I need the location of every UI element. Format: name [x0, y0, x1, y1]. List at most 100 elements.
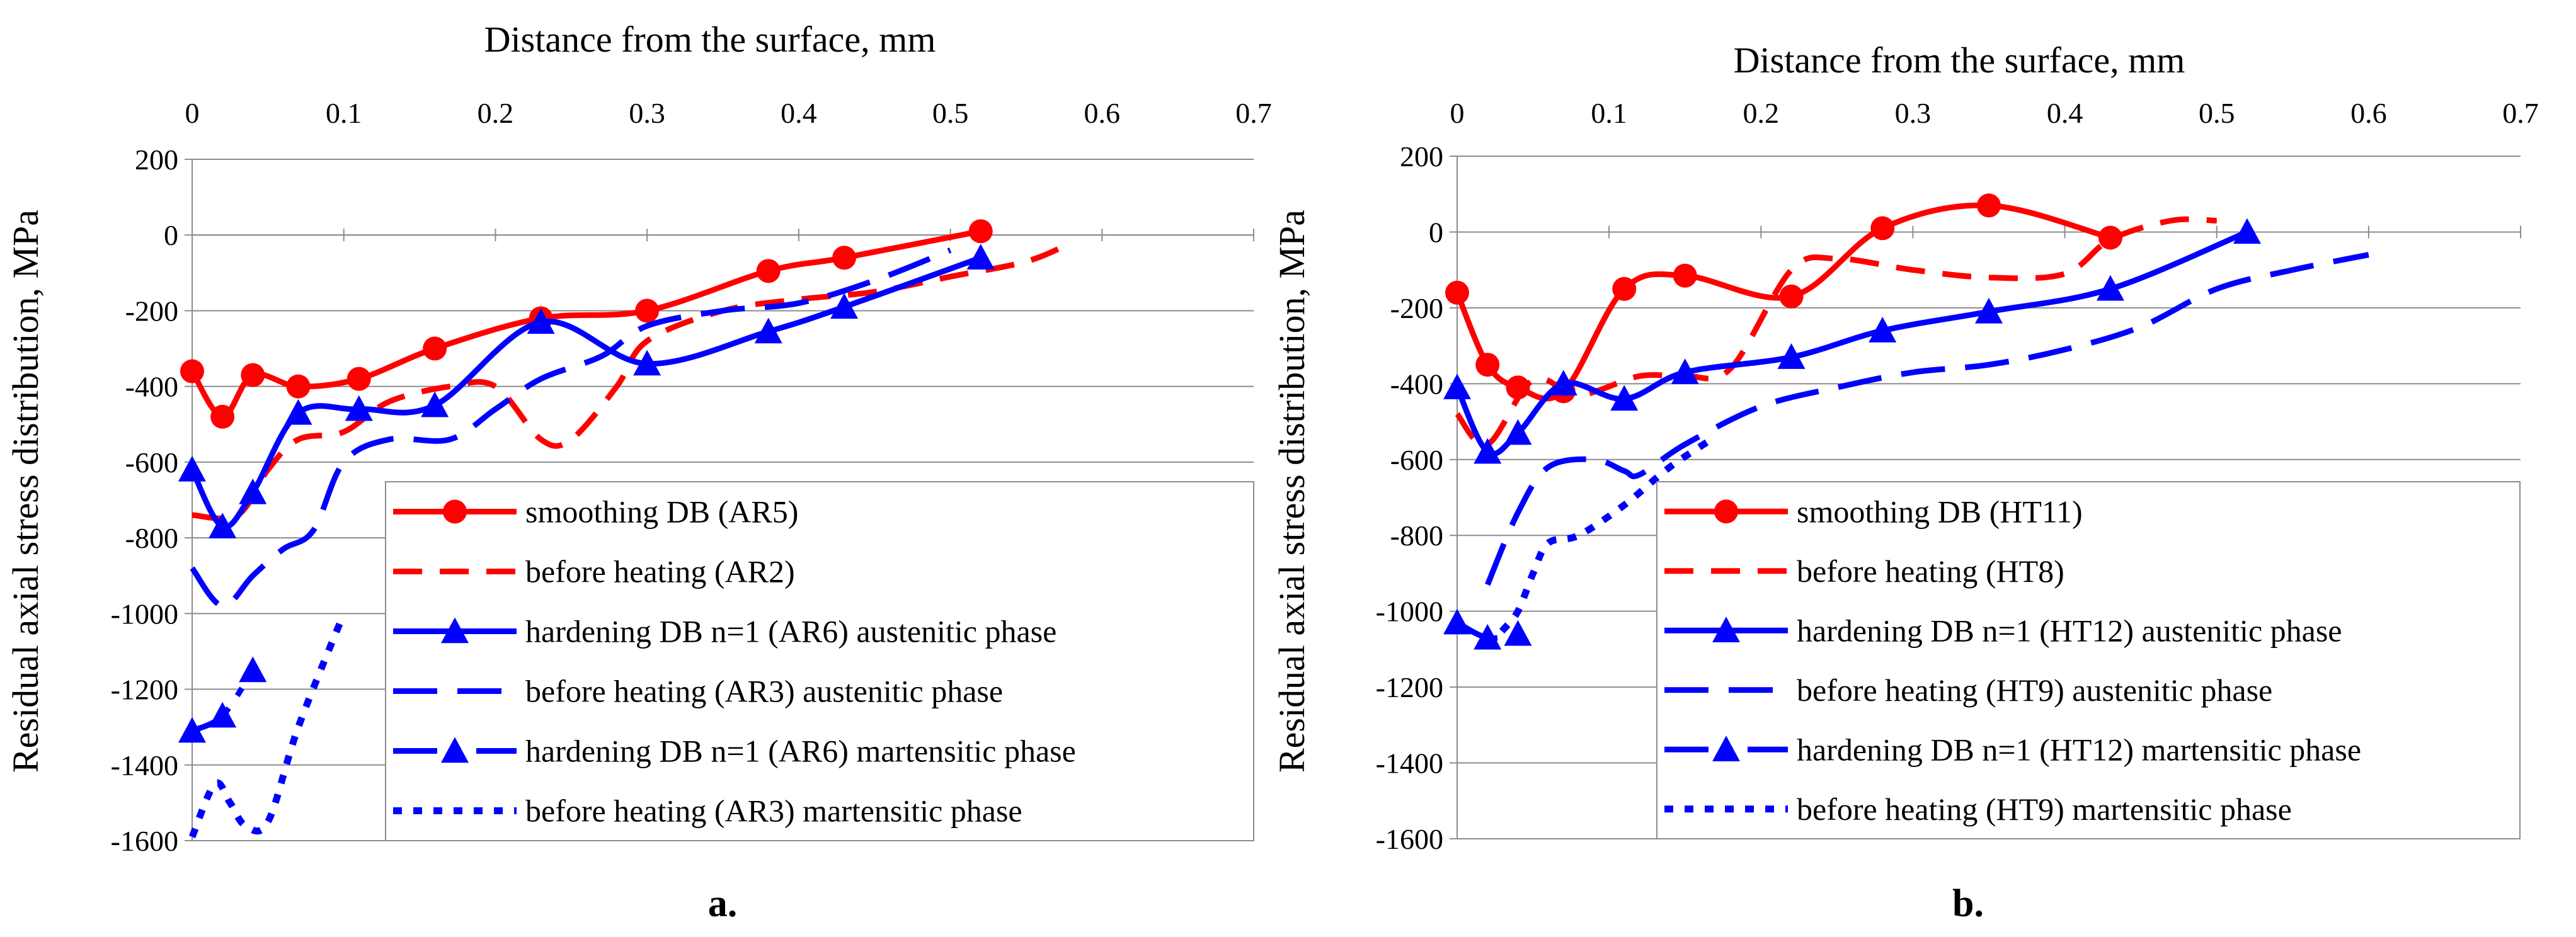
legend-a: smoothing DB (AR5) before heating (AR2) ha…	[385, 481, 1254, 841]
x-tick-label: 0.4	[2047, 97, 2083, 129]
data-point	[346, 366, 371, 391]
legend-label: hardening DB n=1 (HT12) austenitic phase	[1797, 613, 2342, 648]
series-2	[192, 240, 1073, 521]
legend-label: before heating (HT8)	[1797, 554, 2064, 589]
legend-b: smoothing DB (HT11) before heating (HT8) h…	[1656, 481, 2521, 839]
y-tick-label: -1400	[1376, 747, 1443, 780]
x-tick-label: 0.5	[2199, 97, 2235, 129]
x-tick-label: 0.3	[629, 97, 665, 129]
chart-panel-a: Distance from the surface, mm Residual a…	[5, 19, 1272, 925]
axes-b	[1450, 156, 2521, 839]
x-axis-title-a: Distance from the surface, mm	[484, 19, 936, 60]
y-tick-label: 0	[164, 219, 178, 251]
series-line	[1485, 434, 1717, 648]
legend-item: smoothing DB (AR5)	[393, 494, 798, 530]
y-tick-label: -1400	[111, 749, 178, 781]
data-point	[1977, 193, 2001, 218]
x-tick-label: 0.3	[1895, 97, 1932, 129]
data-point	[1443, 608, 1471, 635]
legend-label: before heating (AR3) martensitic phase	[525, 793, 1022, 829]
series-1	[1445, 193, 2122, 404]
x-tick-label: 0.2	[1743, 97, 1780, 129]
data-point	[1869, 317, 1897, 343]
x-tick-label: 0.2	[478, 97, 514, 129]
series-line	[1485, 252, 2369, 586]
legend-item: before heating (HT9) austenitic phase	[1664, 673, 2272, 708]
y-tick-label: 0	[1429, 216, 1443, 248]
legend-marker	[441, 617, 469, 644]
data-point	[345, 395, 373, 421]
data-point	[635, 298, 660, 323]
y-axis-title-b: Residual axial stress distribution, MPa	[1271, 210, 1312, 773]
y-tick-label: -400	[1390, 368, 1443, 400]
y-axis-title-a: Residual axial stress distribution, MPa	[5, 210, 46, 773]
series-1	[180, 219, 993, 429]
legend-marker	[1712, 616, 1740, 642]
legend-item: before heating (AR2)	[393, 554, 795, 589]
data-point	[2098, 225, 2122, 250]
y-tick-label: -1600	[111, 825, 178, 857]
y-tick-label: -1200	[111, 674, 178, 706]
legend-label: hardening DB n=1 (AR6) martensitic phase	[525, 734, 1076, 769]
data-series-a	[178, 219, 1073, 839]
data-point	[1777, 343, 1806, 369]
data-point	[1443, 373, 1471, 400]
series-6	[1485, 434, 1717, 648]
y-tick-label: -600	[125, 446, 178, 479]
panel-label-b: b.	[1952, 882, 1984, 925]
series-line	[190, 247, 952, 609]
y-tick-label: -800	[125, 522, 178, 554]
data-point	[241, 363, 265, 387]
y-tick-label: -1200	[1376, 671, 1443, 703]
legend-box	[385, 481, 1254, 841]
series-line	[192, 240, 1073, 521]
x-tick-label: 0	[185, 97, 200, 129]
data-point	[210, 404, 235, 429]
x-tick-label: 0.1	[326, 97, 362, 129]
x-tick-label: 0.6	[2350, 97, 2387, 129]
series-2	[1455, 216, 2217, 448]
data-point	[2233, 218, 2261, 244]
data-point	[1475, 353, 1500, 377]
legend-label: hardening DB n=1 (AR6) austenitic phase	[525, 614, 1056, 649]
series-4	[1485, 252, 2369, 586]
series-line	[188, 612, 347, 839]
data-point	[968, 219, 993, 244]
chart-panel-b: Distance from the surface, mm Residual a…	[1271, 40, 2539, 925]
legend-item: hardening DB n=1 (HT12) martensitic phas…	[1664, 732, 2361, 767]
legend-marker	[443, 499, 467, 524]
series-6	[188, 612, 347, 839]
x-tick-label: 0.6	[1084, 97, 1121, 129]
data-point	[209, 513, 237, 538]
data-point	[966, 244, 995, 270]
legend-label: before heating (HT9) austenitic phase	[1797, 673, 2272, 708]
x-tick-label: 0.4	[781, 97, 817, 129]
legend-label: smoothing DB (AR5)	[525, 494, 798, 530]
data-point	[1870, 216, 1895, 241]
data-point	[756, 259, 781, 283]
legend-label: before heating (HT9) martensitic phase	[1797, 792, 2292, 827]
y-tick-label: -1000	[111, 598, 178, 630]
axes-a	[185, 159, 1254, 841]
data-point	[178, 455, 206, 482]
legend-label: before heating (AR3) austenitic phase	[525, 674, 1003, 709]
legend-item: before heating (AR3) martensitic phase	[393, 793, 1022, 829]
series-line	[1455, 216, 2217, 448]
series-3	[178, 244, 995, 538]
legend-marker	[441, 737, 469, 763]
y-tick-label: 200	[135, 144, 178, 176]
y-tick-label: -200	[1390, 292, 1443, 324]
series-3	[1443, 218, 2261, 464]
x-axis-title-b: Distance from the surface, mm	[1734, 40, 2185, 81]
data-point	[1612, 276, 1637, 301]
data-point	[180, 359, 204, 383]
series-4	[190, 247, 952, 609]
legend-box	[1656, 481, 2521, 839]
data-point	[830, 293, 859, 319]
data-series-b	[1443, 193, 2369, 650]
y-tick-label: -1600	[1376, 823, 1443, 855]
tick-labels-b: 2000-200-400-600-800-1000-1200-1400-1600…	[1376, 97, 2539, 855]
data-point	[284, 399, 312, 425]
data-point	[286, 374, 311, 399]
